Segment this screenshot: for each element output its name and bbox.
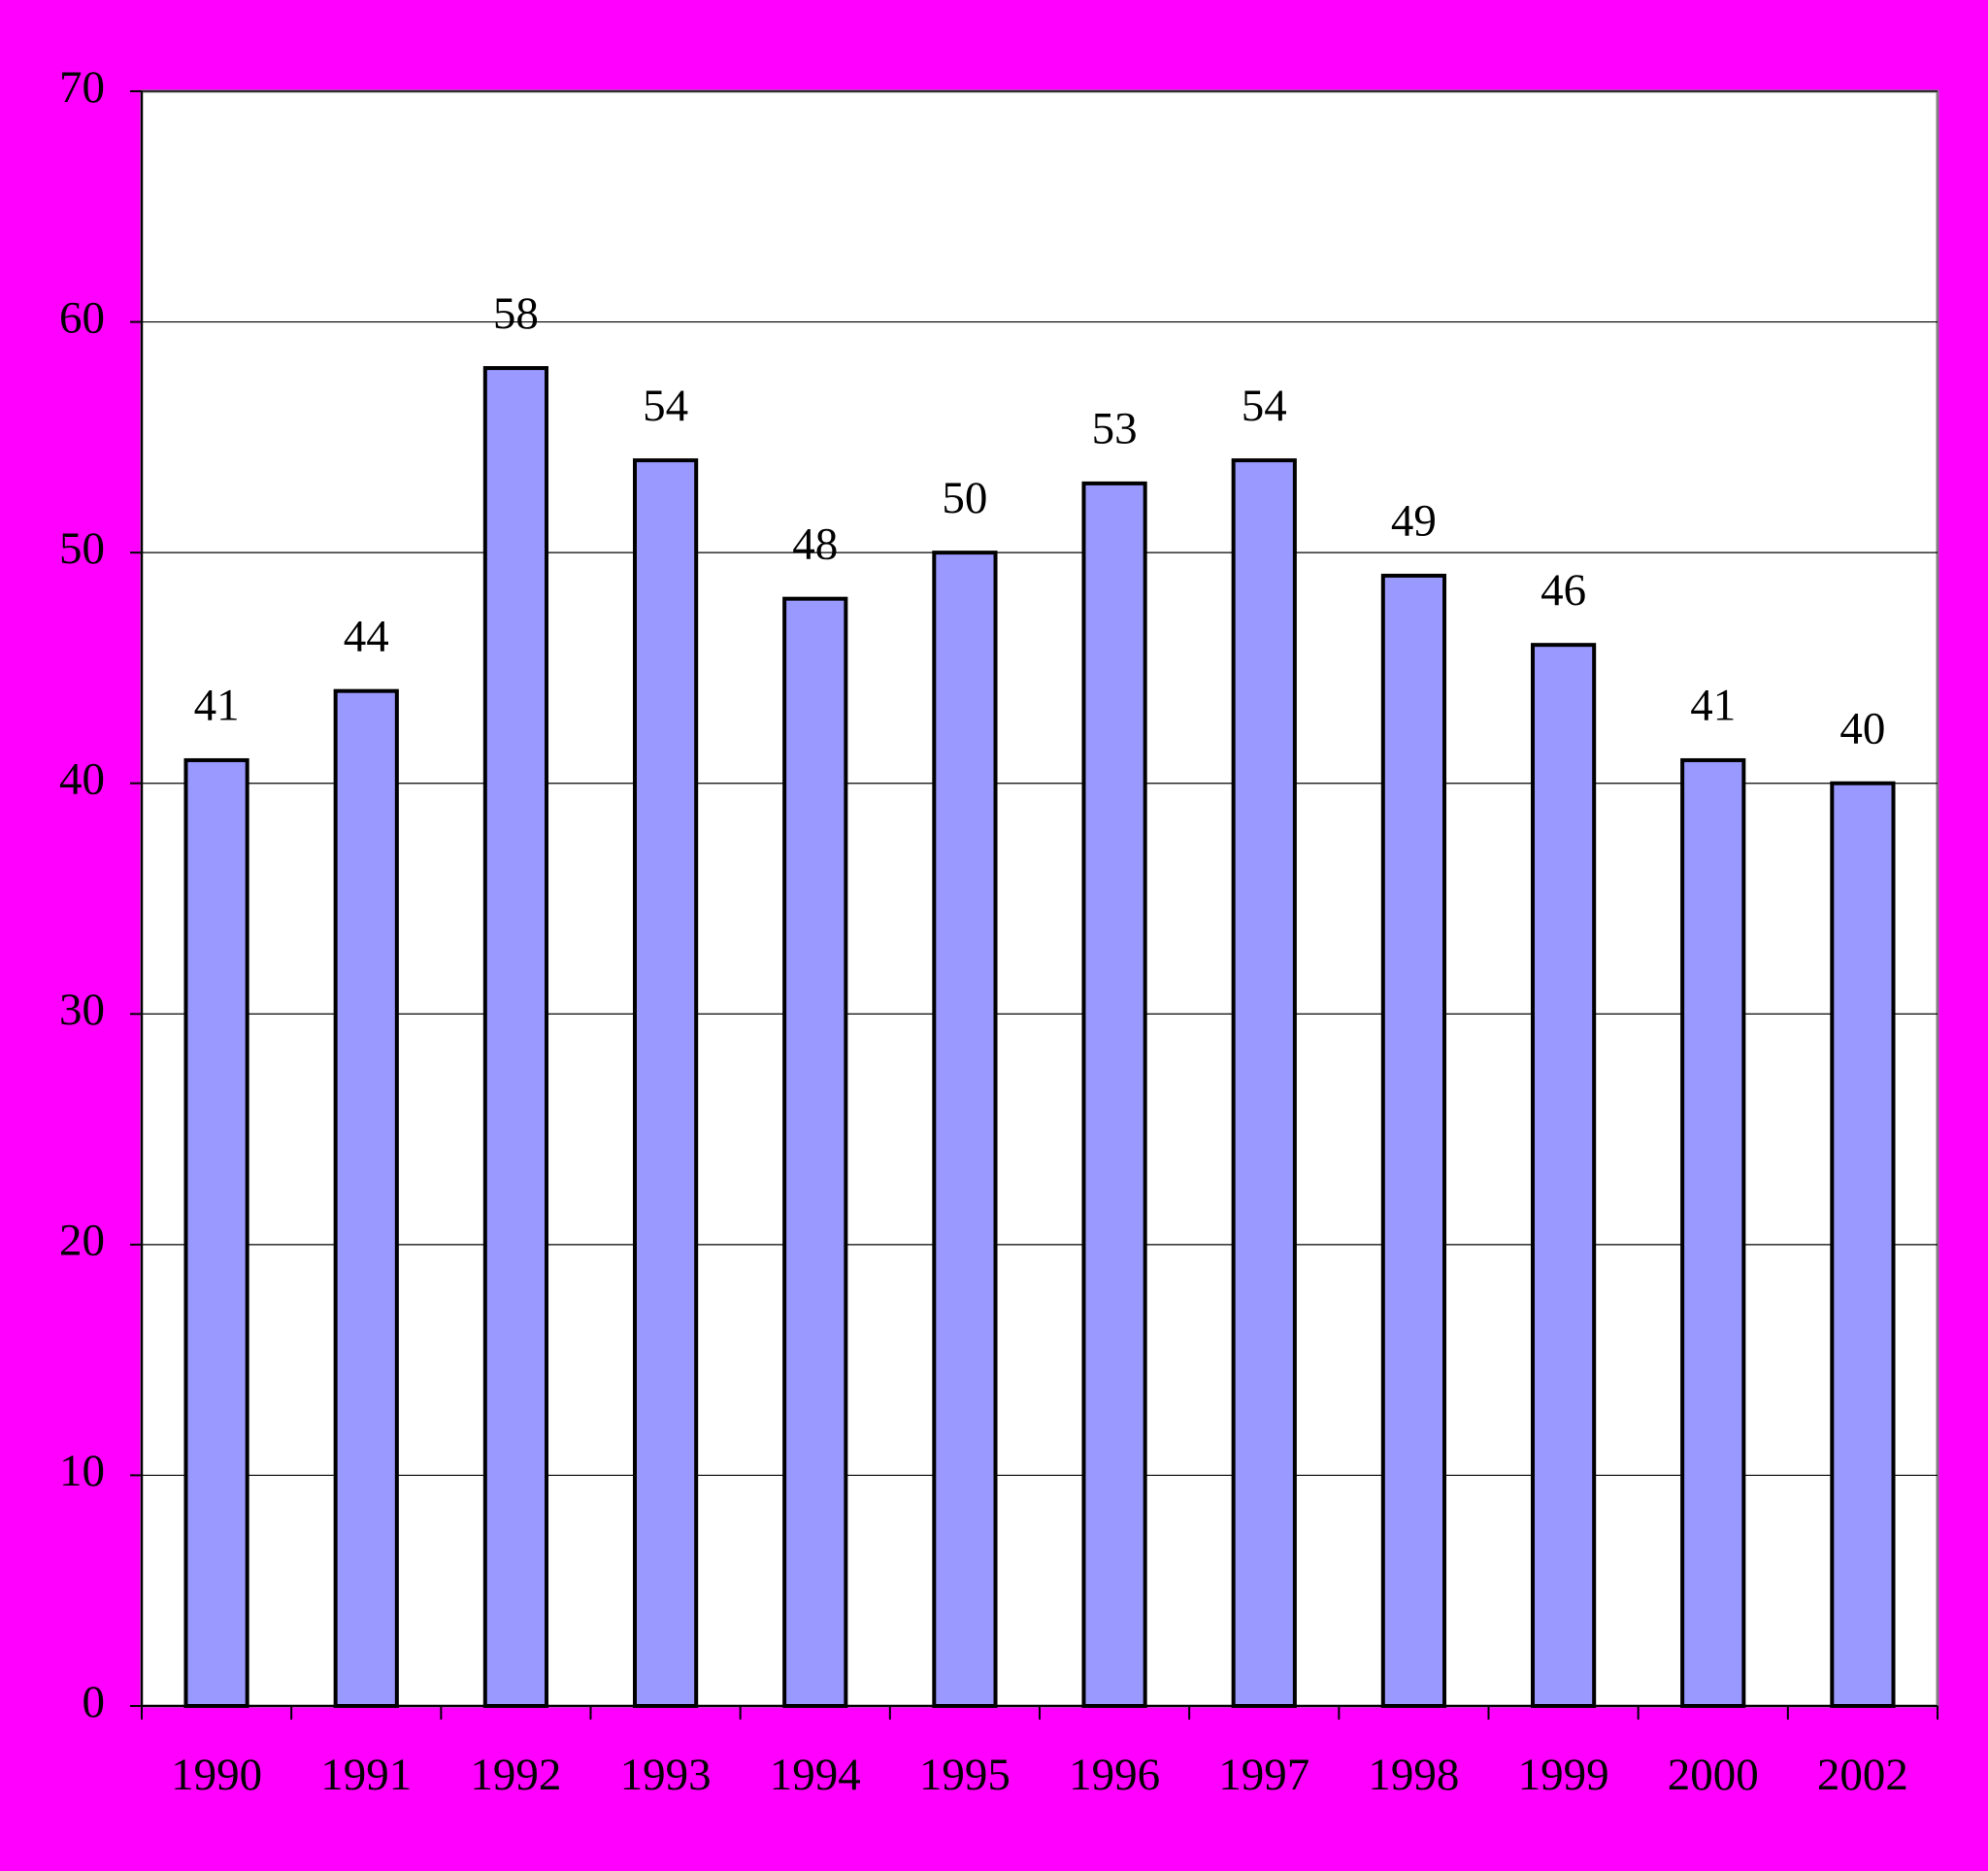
data-label: 49 <box>1391 496 1437 547</box>
bar <box>1081 481 1147 1708</box>
bar <box>632 458 699 1709</box>
x-tick-label: 1999 <box>1518 1750 1609 1800</box>
bar <box>932 551 998 1709</box>
y-tick-label: 40 <box>59 753 105 804</box>
x-tick-label: 1995 <box>919 1750 1011 1800</box>
bar <box>1380 573 1447 1708</box>
bar <box>1830 781 1896 1708</box>
x-tick-label: 1996 <box>1069 1750 1160 1800</box>
x-tick-label: 2002 <box>1817 1750 1908 1800</box>
data-label: 58 <box>493 288 539 339</box>
data-label: 41 <box>1690 681 1736 731</box>
bar <box>1530 643 1597 1709</box>
bar <box>333 688 399 1709</box>
x-tick-label: 1998 <box>1368 1750 1459 1800</box>
x-tick-label: 1993 <box>620 1750 712 1800</box>
y-tick-label: 0 <box>83 1677 106 1727</box>
data-label: 44 <box>344 611 389 661</box>
x-tick-label: 1997 <box>1218 1750 1309 1800</box>
bar <box>482 366 549 1709</box>
data-label: 50 <box>942 473 987 523</box>
y-tick-label: 60 <box>59 292 105 343</box>
y-tick-label: 50 <box>59 523 105 574</box>
data-label: 46 <box>1541 565 1586 616</box>
x-tick-label: 1990 <box>171 1750 262 1800</box>
data-label: 54 <box>1242 381 1287 431</box>
y-tick-label: 30 <box>59 985 105 1035</box>
data-label: 53 <box>1092 404 1138 454</box>
x-tick-label: 1994 <box>770 1750 861 1800</box>
data-label: 48 <box>792 518 838 569</box>
y-tick-label: 10 <box>59 1446 105 1496</box>
x-tick-label: 2000 <box>1668 1750 1759 1800</box>
bar <box>183 757 249 1708</box>
bar <box>1680 757 1746 1708</box>
x-tick-label: 1991 <box>320 1750 412 1800</box>
bar <box>782 596 848 1709</box>
data-label: 54 <box>643 381 688 431</box>
data-label: 40 <box>1839 703 1885 753</box>
bar <box>1231 458 1297 1709</box>
plot-area <box>140 89 1939 1708</box>
x-tick-label: 1992 <box>470 1750 561 1800</box>
y-tick-label: 70 <box>59 62 105 113</box>
data-label: 41 <box>194 681 240 731</box>
y-tick-label: 20 <box>59 1216 105 1266</box>
